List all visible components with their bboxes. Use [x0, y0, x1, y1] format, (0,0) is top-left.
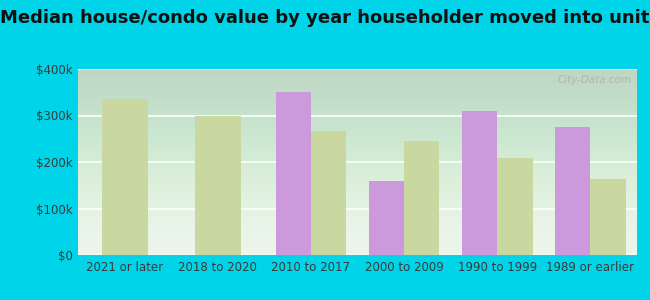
Bar — [555, 127, 590, 255]
Bar — [590, 179, 626, 255]
Bar — [404, 141, 439, 255]
Bar — [101, 99, 148, 255]
Bar — [497, 158, 532, 255]
Text: City-Data.com: City-Data.com — [557, 75, 631, 85]
Bar — [462, 111, 497, 255]
Text: Median house/condo value by year householder moved into unit: Median house/condo value by year househo… — [0, 9, 650, 27]
Bar — [276, 92, 311, 255]
Bar — [311, 131, 346, 255]
Bar — [369, 181, 404, 255]
Bar — [195, 116, 240, 255]
